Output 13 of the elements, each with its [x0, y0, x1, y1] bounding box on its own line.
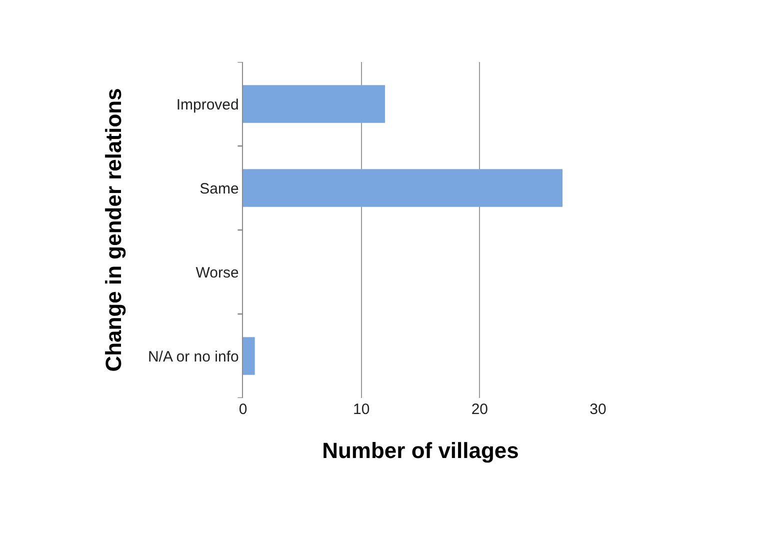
y-axis-title: Change in gender relations — [100, 88, 126, 372]
x-axis-title: Number of villages — [322, 438, 519, 463]
x-tick-label: 0 — [238, 401, 248, 418]
y-tick-label: Worse — [196, 264, 239, 282]
x-tick-label: 30 — [590, 401, 606, 418]
y-tick-label: N/A or no info — [148, 348, 239, 366]
bar — [243, 85, 385, 123]
x-tick-label: 10 — [352, 401, 370, 418]
bar — [243, 169, 562, 207]
y-tick-label: Improved — [176, 96, 239, 114]
y-tick-label: Same — [200, 180, 239, 198]
bar — [243, 337, 255, 375]
x-tick-label: 20 — [471, 401, 488, 418]
